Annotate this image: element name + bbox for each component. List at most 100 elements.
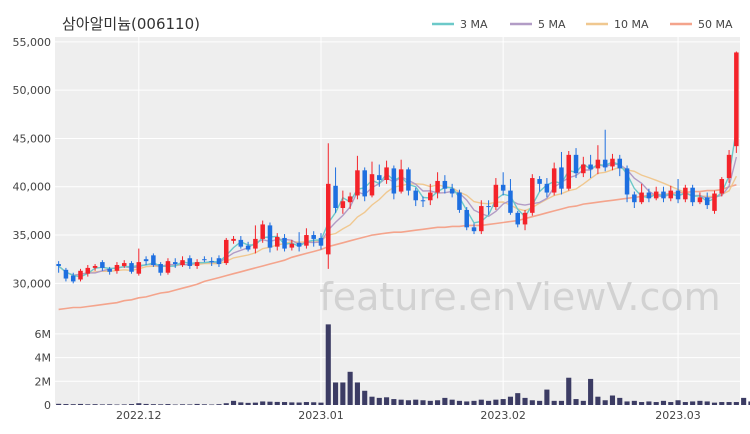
candle-body — [683, 187, 688, 200]
candle-body — [602, 159, 608, 168]
candle-body — [384, 167, 389, 180]
price-tick-label: 50,000 — [13, 84, 52, 97]
volume-bar — [230, 400, 237, 405]
candle-body — [479, 206, 484, 232]
candle-body — [581, 164, 586, 174]
volume-bar — [77, 403, 84, 405]
candle-body — [449, 188, 455, 194]
candle — [384, 160, 389, 184]
volume-bar — [369, 396, 375, 405]
candle — [719, 177, 725, 197]
volume-bar — [748, 401, 750, 405]
candle — [479, 200, 484, 235]
candle-body — [712, 193, 717, 211]
candle-body — [675, 190, 681, 200]
volume-bar — [194, 403, 200, 405]
volume-bar — [405, 400, 411, 405]
candle-body — [209, 261, 214, 263]
candle-body — [304, 235, 309, 246]
candle — [734, 51, 739, 153]
volume-bar — [471, 400, 477, 405]
legend-label: 50 MA — [698, 18, 733, 31]
date-tick-label: 2023.02 — [480, 409, 526, 422]
candle — [369, 161, 375, 198]
candle-body — [114, 265, 120, 271]
volume-bar — [486, 400, 492, 405]
candle-body — [719, 179, 725, 194]
candle — [690, 184, 695, 207]
candle — [289, 239, 295, 251]
volume-bar — [442, 397, 448, 405]
candle-body — [56, 264, 61, 266]
volume-bar — [223, 403, 229, 405]
price-tick-label: 45,000 — [13, 132, 52, 145]
candle — [63, 267, 69, 282]
candle-body — [143, 259, 149, 262]
candle-body — [311, 235, 316, 239]
candle-body — [253, 238, 258, 249]
candle — [231, 236, 236, 244]
candle — [493, 178, 499, 210]
candle — [668, 185, 674, 202]
candle — [216, 255, 222, 267]
candle — [522, 209, 528, 231]
volume-bar — [704, 401, 710, 405]
legend-label: 3 MA — [460, 18, 488, 31]
price-tick-label: 30,000 — [13, 277, 52, 290]
legend-item: 50 MA — [670, 18, 733, 31]
candle — [639, 183, 644, 205]
candle-body — [435, 180, 440, 193]
volume-bar — [245, 402, 251, 405]
volume-bar — [573, 399, 579, 405]
volume-bar — [252, 402, 258, 405]
candle-body — [471, 227, 477, 232]
ma3-line — [58, 128, 738, 278]
candle — [121, 260, 127, 268]
volume-bar — [719, 402, 725, 405]
candle-body — [420, 200, 426, 202]
candle-body — [595, 159, 601, 169]
candle — [114, 262, 120, 274]
volume-bar — [391, 399, 397, 405]
volume-bar — [507, 396, 514, 405]
volume-bar — [325, 324, 331, 405]
candle — [588, 154, 593, 179]
volume-bar — [741, 397, 747, 405]
candle-body — [653, 191, 659, 199]
volume-bar — [362, 390, 368, 405]
candle — [318, 233, 324, 250]
volume-bar — [376, 397, 382, 405]
candle — [551, 162, 557, 196]
candle — [595, 145, 601, 175]
candle — [143, 256, 149, 265]
candle — [187, 255, 193, 269]
candle-body — [158, 264, 163, 273]
candle — [398, 159, 404, 194]
legend-label: 5 MA — [538, 18, 566, 31]
candle-body — [369, 174, 375, 196]
candle — [457, 189, 462, 213]
candle — [129, 261, 134, 274]
candle-body — [610, 158, 615, 167]
volume-bar — [311, 402, 317, 405]
watermark: feature.enViewV.com — [319, 275, 720, 319]
candle-body — [318, 237, 324, 246]
candle-body — [151, 255, 156, 265]
volume-bar — [128, 404, 135, 405]
candle-body — [100, 262, 105, 268]
volume-plot-background — [55, 322, 740, 405]
volume-bar — [384, 397, 390, 405]
volume-bar — [172, 404, 178, 406]
volume-bar — [99, 404, 105, 405]
date-tick-label: 2023.01 — [298, 409, 344, 422]
volume-bar — [646, 401, 652, 405]
candle — [326, 143, 331, 269]
candle — [136, 248, 142, 276]
volume-bar — [668, 402, 674, 405]
price-tick-label: 35,000 — [13, 229, 52, 242]
volume-bar — [602, 400, 608, 405]
date-axis: 2022.12 2023.01 2023.02 2023.03 — [116, 409, 701, 422]
price-tick-label: 55,000 — [13, 36, 52, 49]
candle-body — [544, 183, 550, 193]
volume-bar — [711, 402, 718, 405]
